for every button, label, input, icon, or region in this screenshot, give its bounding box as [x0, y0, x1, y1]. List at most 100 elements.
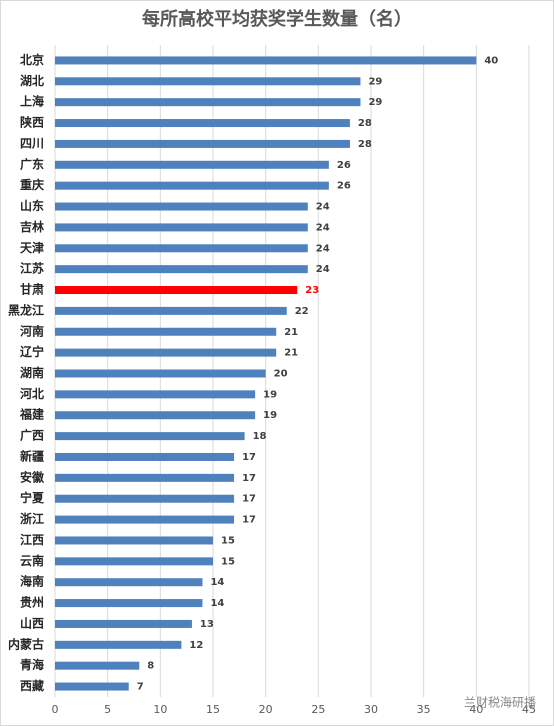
category-label: 广西: [20, 428, 44, 443]
bar: [55, 327, 277, 336]
value-label: 26: [337, 160, 351, 171]
x-tick-label: 25: [311, 703, 325, 716]
value-label: 15: [221, 535, 235, 546]
category-label: 西藏: [20, 678, 44, 693]
category-label: 黑龙江: [8, 302, 44, 317]
value-label: 17: [242, 494, 256, 505]
category-label: 海南: [20, 574, 44, 589]
category-label: 四川: [20, 136, 44, 150]
value-label: 22: [295, 306, 309, 317]
bar: [55, 369, 266, 378]
bar: [55, 619, 192, 628]
bar: [55, 160, 329, 169]
value-label: 29: [368, 76, 382, 87]
x-tick-label: 45: [522, 703, 536, 716]
bar: [55, 286, 298, 295]
value-label: 13: [200, 619, 214, 630]
bar: [55, 473, 235, 482]
category-label: 北京: [20, 52, 44, 67]
category-label: 江苏: [20, 261, 44, 276]
bar: [55, 578, 203, 587]
bar: [55, 306, 287, 315]
bar: [55, 244, 308, 253]
x-tick-label: 35: [417, 703, 431, 716]
bar: [55, 56, 477, 65]
value-label: 17: [242, 452, 256, 463]
category-label: 山东: [20, 198, 44, 213]
value-label: 7: [137, 682, 144, 693]
x-tick-label: 0: [52, 703, 59, 716]
value-label: 21: [284, 348, 298, 359]
value-label: 20: [274, 369, 288, 380]
value-label: 18: [253, 431, 267, 442]
bar: [55, 390, 256, 399]
bar: [55, 640, 182, 649]
bar: [55, 432, 245, 441]
bar: [55, 202, 308, 211]
category-label: 上海: [20, 94, 44, 109]
category-label: 宁夏: [20, 490, 45, 505]
category-label: 青海: [20, 657, 44, 672]
value-label: 24: [316, 222, 330, 233]
bar: [55, 536, 213, 545]
bar: [55, 411, 256, 420]
bar: [55, 557, 213, 566]
bar: [55, 139, 350, 148]
x-tick-label: 10: [153, 703, 167, 716]
category-label: 天津: [20, 240, 44, 255]
bar: [55, 77, 361, 86]
bar: [55, 682, 129, 691]
bar: [55, 452, 235, 461]
value-label: 28: [358, 139, 372, 150]
value-label: 17: [242, 473, 256, 484]
value-label: 21: [284, 327, 298, 338]
x-tick-label: 5: [104, 703, 111, 716]
category-label: 内蒙古: [8, 636, 44, 651]
category-label: 辽宁: [20, 344, 44, 359]
watermark: 兰财税海研播: [464, 695, 536, 710]
category-label: 湖南: [20, 365, 44, 380]
bar: [55, 181, 329, 190]
bar: [55, 265, 308, 274]
category-label: 甘肃: [20, 282, 44, 297]
category-label: 云南: [20, 553, 44, 568]
category-label: 山西: [20, 615, 44, 630]
category-label: 陕西: [20, 115, 44, 130]
chart-title: 每所高校平均获奖学生数量（名）: [142, 8, 412, 30]
category-label: 江西: [20, 532, 44, 547]
bar: [55, 661, 140, 670]
x-tick-label: 30: [364, 703, 378, 716]
value-label: 8: [147, 661, 154, 672]
bar: [55, 599, 203, 608]
category-label: 安徽: [20, 469, 45, 484]
bar: [55, 223, 308, 232]
x-tick-label: 20: [259, 703, 273, 716]
value-label: 40: [484, 55, 498, 66]
value-label: 23: [305, 285, 319, 296]
category-label: 重庆: [20, 177, 44, 192]
category-label: 河南: [19, 323, 44, 338]
category-label: 浙江: [20, 511, 44, 526]
x-tick-label: 40: [469, 703, 483, 716]
bar: [55, 98, 361, 107]
value-label: 24: [316, 264, 330, 275]
value-label: 24: [316, 243, 330, 254]
bar: [55, 119, 350, 128]
category-label: 吉林: [20, 219, 44, 234]
value-label: 19: [263, 389, 277, 400]
category-label: 贵州: [20, 595, 44, 610]
x-tick-label: 15: [206, 703, 220, 716]
value-label: 19: [263, 410, 277, 421]
value-label: 14: [210, 598, 224, 609]
value-label: 15: [221, 556, 235, 567]
category-label: 河北: [19, 386, 44, 401]
category-label: 新疆: [20, 448, 44, 463]
value-label: 29: [368, 97, 382, 108]
value-label: 26: [337, 181, 351, 192]
value-label: 14: [210, 577, 224, 588]
category-label: 福建: [19, 407, 45, 422]
category-label: 湖北: [20, 73, 44, 88]
value-label: 12: [189, 640, 203, 651]
